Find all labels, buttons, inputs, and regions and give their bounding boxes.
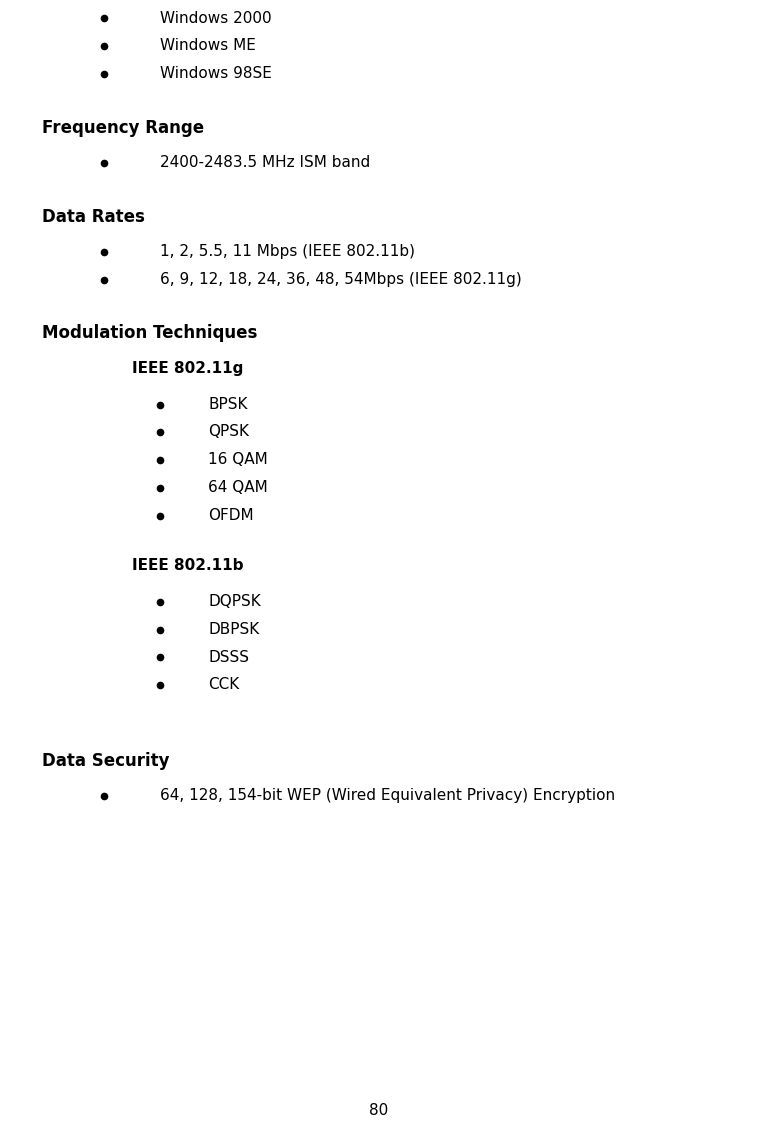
Text: OFDM: OFDM [208,508,254,523]
Text: Modulation Techniques: Modulation Techniques [42,324,257,342]
Text: 6, 9, 12, 18, 24, 36, 48, 54Mbps (IEEE 802.11g): 6, 9, 12, 18, 24, 36, 48, 54Mbps (IEEE 8… [160,272,522,287]
Text: Windows ME: Windows ME [160,39,256,53]
Text: 16 QAM: 16 QAM [208,453,268,467]
Text: 80: 80 [369,1103,388,1118]
Text: DBPSK: DBPSK [208,622,260,637]
Text: DSSS: DSSS [208,649,249,664]
Text: 64 QAM: 64 QAM [208,480,268,495]
Text: 64, 128, 154-bit WEP (Wired Equivalent Privacy) Encryption: 64, 128, 154-bit WEP (Wired Equivalent P… [160,788,615,804]
Text: BPSK: BPSK [208,397,248,412]
Text: IEEE 802.11g: IEEE 802.11g [132,360,243,375]
Text: DQPSK: DQPSK [208,594,261,609]
Text: IEEE 802.11b: IEEE 802.11b [132,558,244,573]
Text: 1, 2, 5.5, 11 Mbps (IEEE 802.11b): 1, 2, 5.5, 11 Mbps (IEEE 802.11b) [160,244,415,259]
Text: QPSK: QPSK [208,424,249,440]
Text: Windows 2000: Windows 2000 [160,10,271,26]
Text: 2400-2483.5 MHz ISM band: 2400-2483.5 MHz ISM band [160,155,370,171]
Text: Frequency Range: Frequency Range [42,119,204,136]
Text: Data Security: Data Security [42,753,169,770]
Text: Data Rates: Data Rates [42,208,145,226]
Text: Windows 98SE: Windows 98SE [160,66,272,81]
Text: CCK: CCK [208,678,239,692]
